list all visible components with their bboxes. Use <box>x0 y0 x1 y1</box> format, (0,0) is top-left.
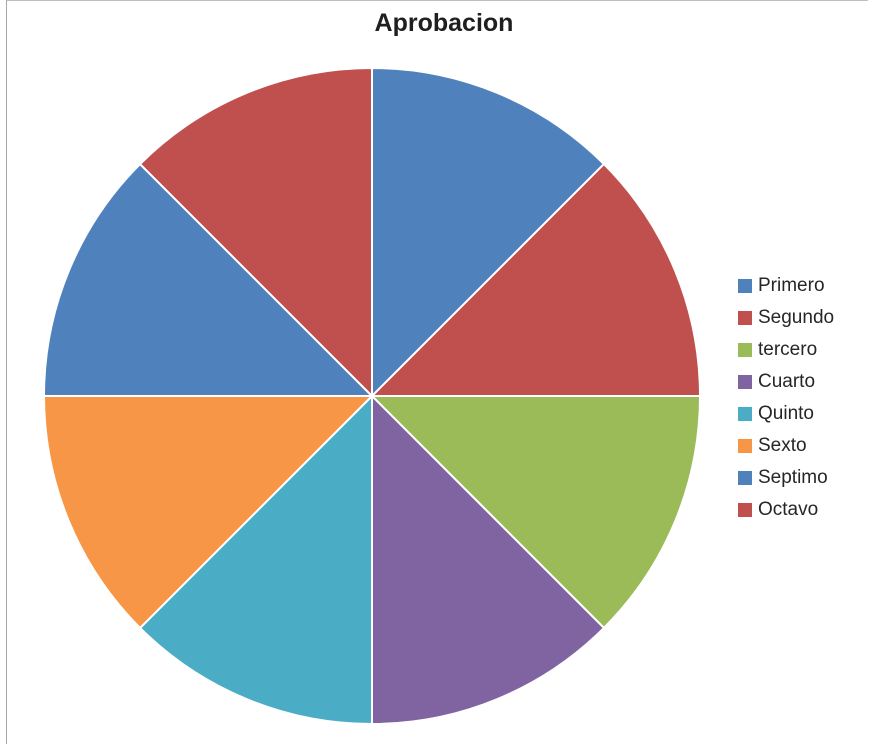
chart-title: Aprobacion <box>374 9 514 37</box>
legend-item-primero: Primero <box>738 270 866 302</box>
legend-item-cuarto: Cuarto <box>738 366 866 398</box>
pie-slice-quinto <box>138 393 373 726</box>
pie-slice-segundo <box>369 162 702 397</box>
legend-label: tercero <box>758 339 818 360</box>
legend-label: Octavo <box>758 499 819 520</box>
legend-swatch <box>738 439 752 453</box>
legend-label: Segundo <box>758 307 835 328</box>
legend-label: Primero <box>758 275 825 296</box>
pie-slice-octavo <box>138 66 373 399</box>
pie-slice-septimo <box>42 162 375 397</box>
legend-label: Cuarto <box>758 371 816 392</box>
pie-slice-primero <box>371 66 606 399</box>
pie-slice-cuarto <box>371 393 606 726</box>
legend-item-quinto: Quinto <box>738 398 866 430</box>
legend-item-septimo: Septimo <box>738 462 866 494</box>
legend-swatch <box>738 471 752 485</box>
legend-item-sexto: Sexto <box>738 430 866 462</box>
pie-slice-sexto <box>42 395 375 630</box>
legend-item-tercero: tercero <box>738 334 866 366</box>
legend-swatch <box>738 311 752 325</box>
legend-swatch <box>738 407 752 421</box>
pie-slice-tercero <box>369 395 702 630</box>
legend-swatch <box>738 375 752 389</box>
legend-label: Septimo <box>758 467 828 488</box>
legend-label: Sexto <box>758 435 807 456</box>
legend-item-segundo: Segundo <box>738 302 866 334</box>
pie-slices <box>42 66 702 726</box>
legend-swatch <box>738 343 752 357</box>
legend-label: Quinto <box>758 403 814 424</box>
legend-swatch <box>738 503 752 517</box>
legend-swatch <box>738 279 752 293</box>
legend: Primero Segundo tercero Cuarto Quinto Sexto Se… <box>738 270 866 526</box>
legend-item-octavo: Octavo <box>738 494 866 526</box>
